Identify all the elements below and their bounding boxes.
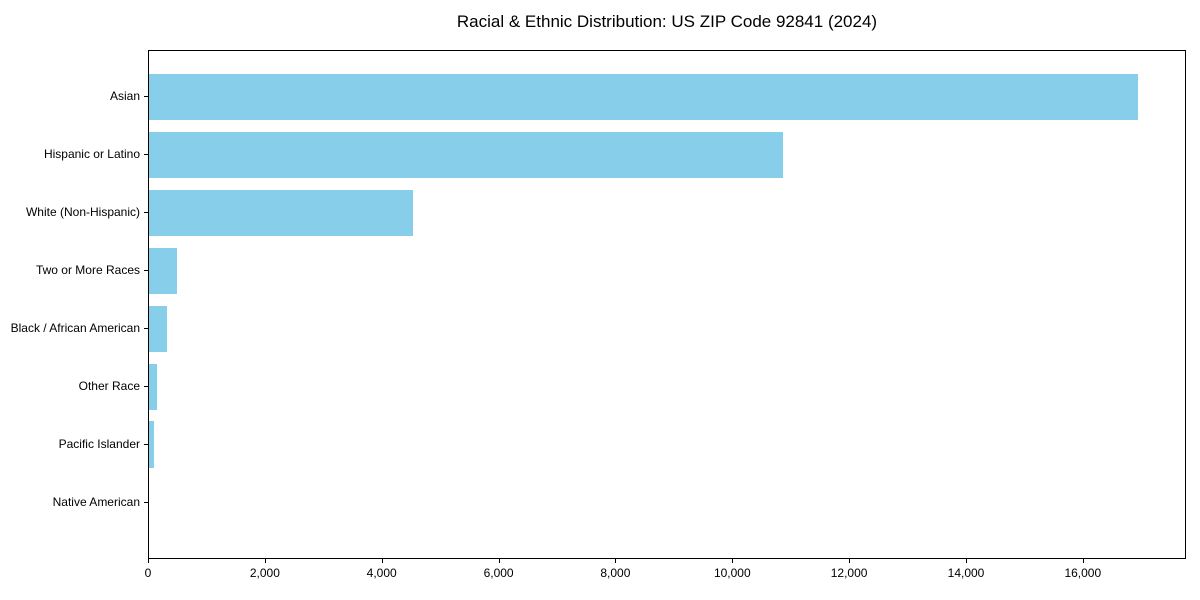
x-tick-12000 [849, 559, 851, 563]
bar-asian [149, 73, 1138, 120]
y-tick-native-american [144, 501, 148, 503]
bar-other-race [149, 363, 157, 410]
y-label-pacific-islander: Pacific Islander [58, 436, 140, 451]
y-tick-two-or-more-races [144, 269, 148, 271]
x-tick-label-2000: 2,000 [249, 566, 280, 580]
x-tick-6000 [498, 559, 500, 563]
y-label-two-or-more-races: Two or More Races [35, 262, 140, 277]
x-tick-8000 [615, 559, 617, 563]
bar-hispanic-or-latino [149, 131, 783, 178]
bar-white-non-hispanic [149, 189, 414, 236]
bar-pacific-islander [149, 421, 154, 468]
y-tick-asian [144, 95, 148, 97]
plot-area [148, 50, 1186, 559]
bar-two-or-more-races [149, 247, 177, 294]
y-tick-white-non-hispanic [144, 211, 148, 213]
x-tick-label-16000: 16,000 [1064, 566, 1102, 580]
y-label-other-race: Other Race [78, 378, 140, 393]
y-label-native-american: Native American [52, 494, 140, 509]
y-tick-hispanic-or-latino [144, 153, 148, 155]
x-tick-0 [148, 559, 149, 563]
x-tick-2000 [264, 559, 266, 563]
x-tick-4000 [381, 559, 383, 563]
x-tick-label-4000: 4,000 [366, 566, 397, 580]
x-tick-label-0: 0 [144, 566, 152, 580]
y-label-hispanic-or-latino: Hispanic or Latino [43, 146, 140, 161]
bar-black-african-american [149, 305, 167, 352]
y-label-asian: Asian [109, 88, 140, 103]
x-tick-label-8000: 8,000 [600, 566, 631, 580]
x-tick-label-12000: 12,000 [830, 566, 868, 580]
y-label-white-non-hispanic: White (Non-Hispanic) [25, 204, 140, 219]
y-tick-other-race [144, 385, 148, 387]
y-tick-black-african-american [144, 327, 148, 329]
x-tick-label-14000: 14,000 [947, 566, 985, 580]
y-label-black-african-american: Black / African American [10, 320, 140, 335]
chart-title: Racial & Ethnic Distribution: US ZIP Cod… [456, 12, 878, 31]
y-tick-pacific-islander [144, 443, 148, 445]
x-tick-14000 [966, 559, 967, 563]
x-tick-10000 [732, 559, 734, 563]
x-tick-label-6000: 6,000 [483, 566, 514, 580]
x-tick-label-10000: 10,000 [713, 566, 751, 580]
x-tick-16000 [1082, 559, 1084, 563]
